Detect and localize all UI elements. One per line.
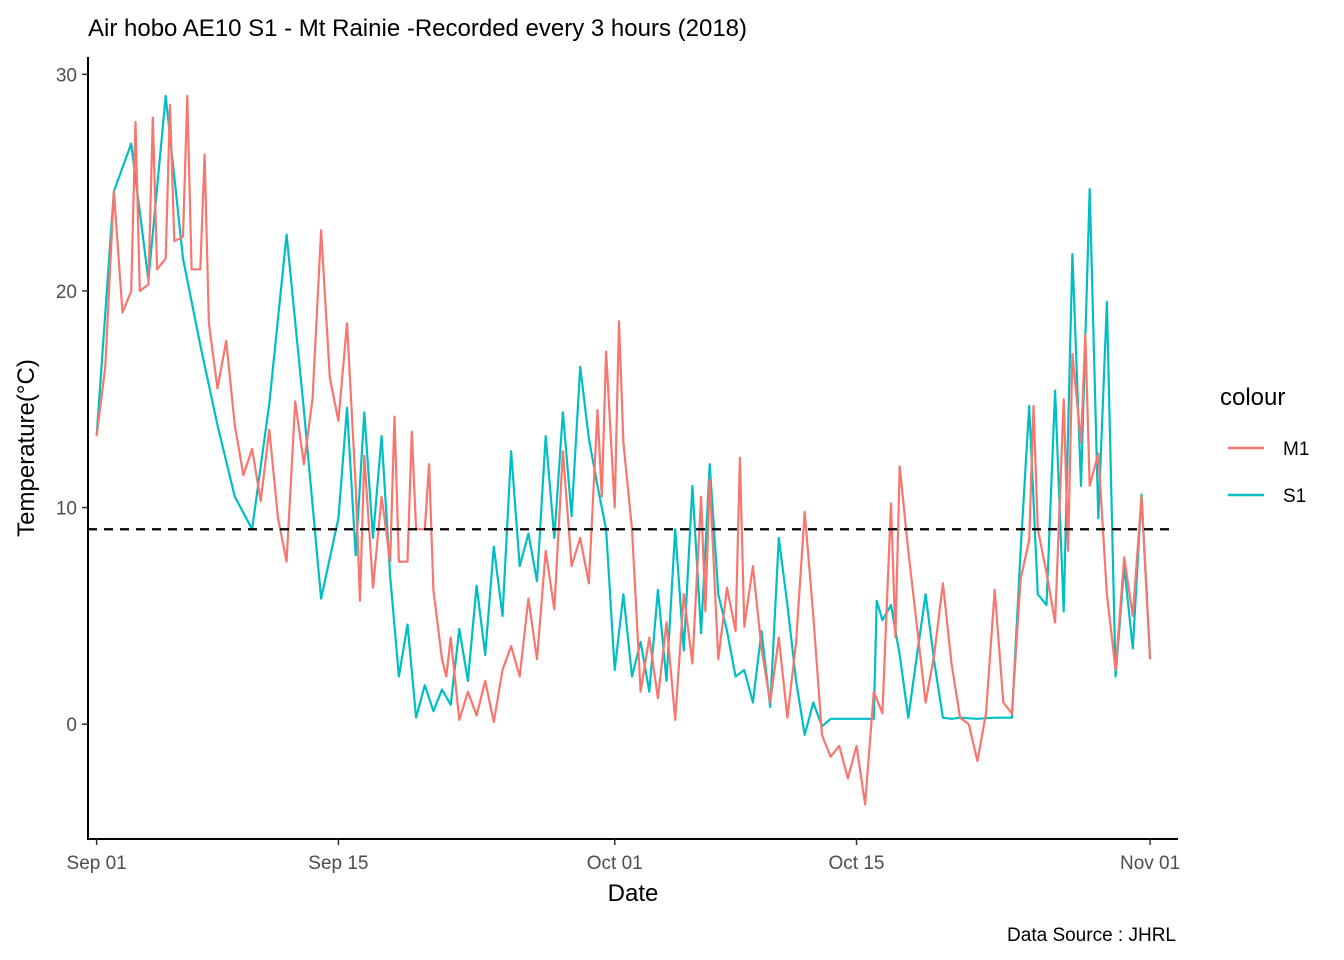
legend-label-m1: M1 — [1283, 439, 1309, 460]
x-tick-label: Oct 15 — [829, 853, 885, 874]
series-layer — [95, 94, 1152, 806]
y-tick-label: 30 — [56, 65, 77, 86]
x-tick-label: Sep 15 — [308, 853, 368, 874]
legend: colour M1 S1 — [1220, 384, 1309, 507]
y-tick-label: 10 — [56, 499, 77, 520]
series-line-m1 — [95, 94, 1152, 806]
x-tick-label: Sep 01 — [67, 853, 127, 874]
legend-title: colour — [1220, 384, 1285, 411]
y-ticks: 0 10 20 30 — [56, 65, 88, 736]
series-line-s1 — [95, 94, 1152, 737]
chart-title: Air hobo AE10 S1 - Mt Rainie -Recorded e… — [88, 15, 747, 42]
plot-area: 0 10 20 30 Sep 01 Sep 15 Oct 01 Oct 15 Nov 01 — [56, 57, 1180, 874]
y-tick-label: 0 — [66, 715, 77, 736]
x-axis-label: Date — [608, 880, 659, 907]
y-axis-label: Temperature(°C) — [13, 359, 40, 537]
x-tick-label: Nov 01 — [1120, 853, 1180, 874]
x-tick-label: Oct 01 — [587, 853, 643, 874]
legend-items: M1 S1 — [1228, 439, 1309, 507]
y-tick-label: 20 — [56, 282, 77, 303]
data-source-caption: Data Source : JHRL — [1007, 925, 1176, 946]
x-ticks: Sep 01 Sep 15 Oct 01 Oct 15 Nov 01 — [67, 839, 1180, 874]
legend-label-s1: S1 — [1283, 486, 1306, 507]
